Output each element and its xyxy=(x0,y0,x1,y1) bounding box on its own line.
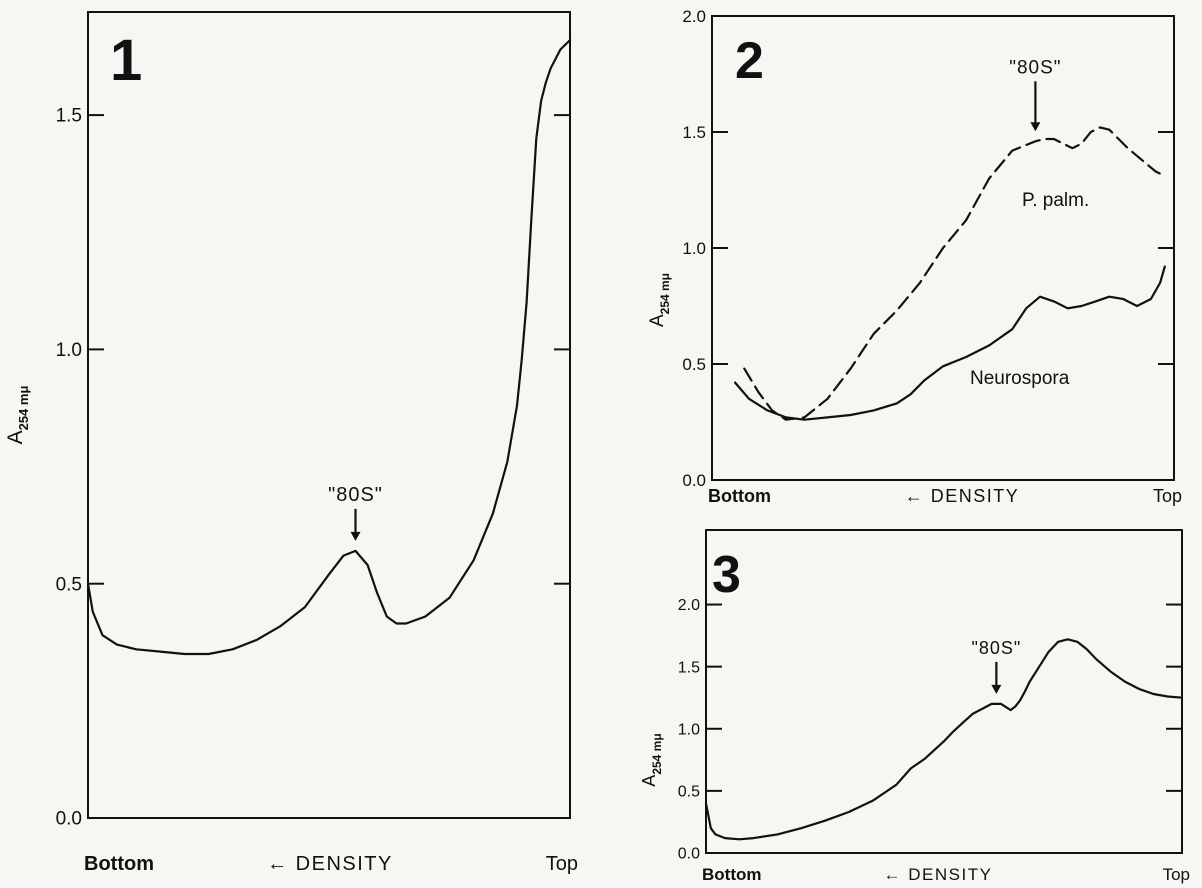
y-tick-label: 0.5 xyxy=(56,574,82,595)
y-tick-label: 2.0 xyxy=(682,7,706,26)
panel-number: 1 xyxy=(110,28,142,93)
series-line-neurospora xyxy=(734,265,1166,421)
y-tick-label: 0.5 xyxy=(682,355,706,374)
y-tick-label: 1.0 xyxy=(682,239,706,258)
annotation-arrow-head xyxy=(1030,122,1041,132)
x-label-top: Top xyxy=(1163,865,1190,884)
y-tick-label: 0.0 xyxy=(682,471,706,490)
x-axis-density-label: ← DENSITY xyxy=(267,853,393,875)
x-label-bottom: Bottom xyxy=(702,865,761,884)
panel-number: 2 xyxy=(735,32,764,90)
series-line-p-palm- xyxy=(743,126,1166,421)
x-label-top: Top xyxy=(1153,486,1182,506)
y-axis-subscript: 254 mμ xyxy=(650,733,664,774)
y-axis-quantity: A xyxy=(4,430,27,444)
y-tick-label: 1.5 xyxy=(682,123,706,142)
y-axis-label: A254 mμ xyxy=(647,273,672,327)
y-axis-subscript: 254 mμ xyxy=(16,386,31,431)
x-label-bottom: Bottom xyxy=(708,486,771,506)
y-tick-label: 0.0 xyxy=(56,809,82,830)
series-line-absorbance xyxy=(704,638,1184,841)
y-axis-label: A254 mμ xyxy=(4,386,31,445)
annotation-80s-label: "80S" xyxy=(1009,57,1061,78)
x-axis-density-label: ← DENSITY xyxy=(884,865,993,884)
annotation-80s-label: "80S" xyxy=(328,484,383,506)
chart-panel-1: 0.0 0.5 1.0 1.5 1 A254 mμ Bottom Top ← DENSITY "8… xyxy=(4,11,578,875)
plot-frame xyxy=(87,11,571,819)
series-line-absorbance xyxy=(86,39,572,656)
series-label-neurospora: Neurospora xyxy=(970,368,1070,389)
y-tick-label: 1.5 xyxy=(56,106,82,127)
y-axis-subscript: 254 mμ xyxy=(658,273,672,314)
y-tick-label: 0.5 xyxy=(678,783,700,800)
annotation-80s-label: "80S" xyxy=(971,638,1021,658)
annotation-arrow-head xyxy=(350,531,361,541)
plot-frame xyxy=(705,529,1183,854)
chart-panel-2: 0.0 0.5 1.0 1.5 2.0 2 A254 mμ Bottom Top ← DENSIT… xyxy=(647,7,1182,506)
y-tick-label: 1.0 xyxy=(678,721,700,738)
series-label-p-palm: P. palm. xyxy=(1022,190,1089,211)
y-tick-label: 1.0 xyxy=(56,340,82,361)
x-axis-density-label: ← DENSITY xyxy=(905,486,1020,506)
panel-number: 3 xyxy=(712,546,741,604)
y-axis-quantity: A xyxy=(639,775,659,787)
y-tick-label: 0.0 xyxy=(678,846,700,863)
y-tick-label: 2.0 xyxy=(678,597,700,614)
annotation-arrow-head xyxy=(991,684,1002,694)
y-axis-quantity: A xyxy=(647,314,668,327)
x-label-bottom: Bottom xyxy=(84,853,154,875)
y-axis-label: A254 mμ xyxy=(639,733,664,786)
chart-panel-3: 0.0 0.5 1.0 1.5 2.0 3 A254 mμ Bottom Top ← DENSIT… xyxy=(639,529,1190,884)
y-tick-label: 1.5 xyxy=(678,659,700,676)
x-label-top: Top xyxy=(546,853,578,875)
